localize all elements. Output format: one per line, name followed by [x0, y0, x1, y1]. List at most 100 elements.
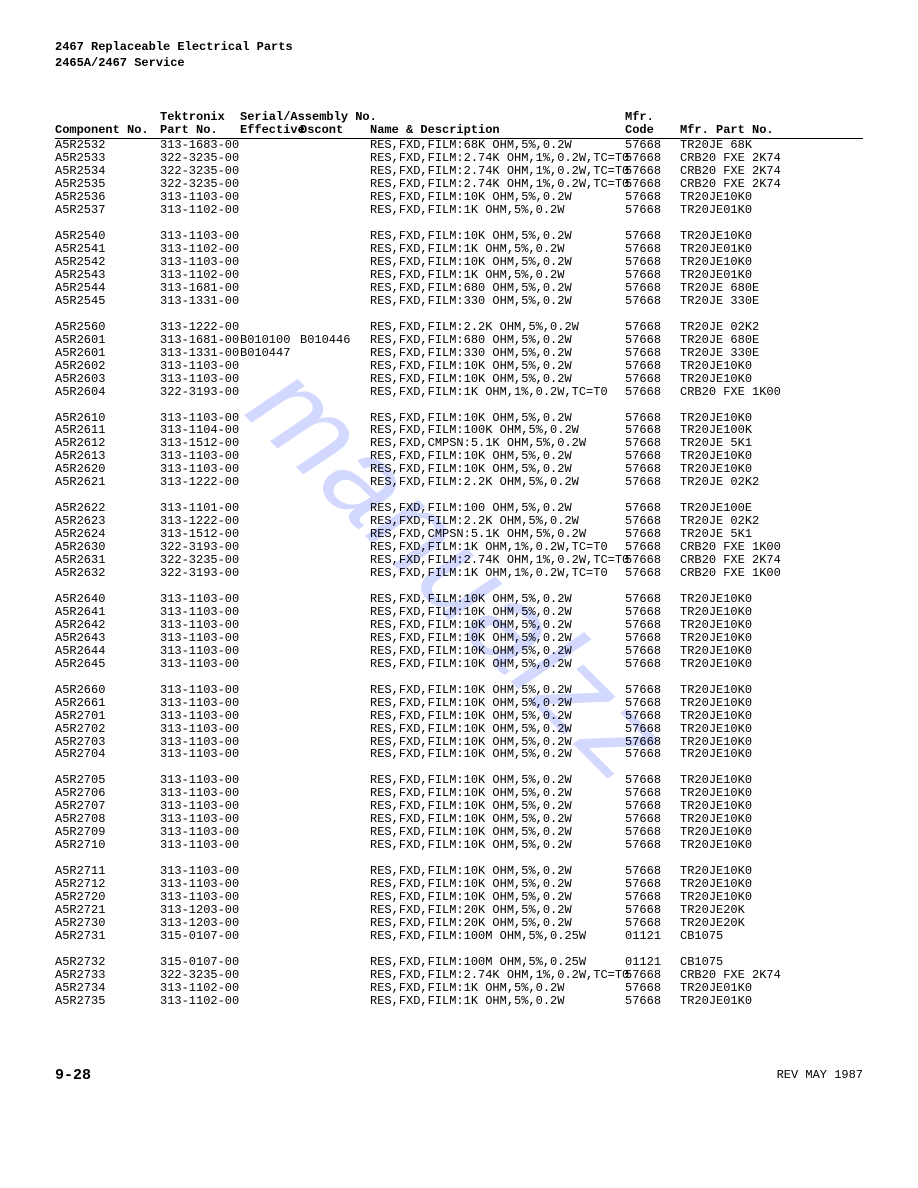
gap-row [55, 943, 863, 956]
serial-dscont [300, 347, 370, 360]
mfr-code: 57668 [625, 295, 680, 308]
serial-dscont [300, 269, 370, 282]
table-row: A5R2642313-1103-00RES,FXD,FILM:10K OHM,5… [55, 619, 863, 632]
header-line-2: 2465A/2467 Service [55, 56, 863, 72]
component-no: A5R2702 [55, 723, 160, 736]
serial-effective [240, 865, 300, 878]
serial-effective [240, 723, 300, 736]
serial-effective [240, 373, 300, 386]
table-row: A5R2735313-1102-00RES,FXD,FILM:1K OHM,5%… [55, 995, 863, 1008]
mfr-code: 57668 [625, 619, 680, 632]
serial-effective [240, 295, 300, 308]
mfr-part-no: TR20JE 330E [680, 347, 863, 360]
col-mfr: Code [625, 124, 680, 139]
component-no: A5R2601 [55, 334, 160, 347]
table-row: A5R2560313-1222-00RES,FXD,FILM:2.2K OHM,… [55, 321, 863, 334]
component-no: A5R2641 [55, 606, 160, 619]
serial-effective [240, 476, 300, 489]
col-comp: Component No. [55, 124, 160, 139]
serial-dscont [300, 567, 370, 580]
serial-effective [240, 269, 300, 282]
serial-effective [240, 230, 300, 243]
mfr-code: 57668 [625, 684, 680, 697]
component-no: A5R2604 [55, 386, 160, 399]
mfr-code: 57668 [625, 969, 680, 982]
mfr-part-no: TR20JE20K [680, 904, 863, 917]
serial-dscont [300, 528, 370, 541]
table-row: A5R2702313-1103-00RES,FXD,FILM:10K OHM,5… [55, 723, 863, 736]
tek-part-no: 313-1681-00 [160, 282, 240, 295]
tek-part-no: 313-1103-00 [160, 697, 240, 710]
table-row: A5R2601313-1331-00B010447RES,FXD,FILM:33… [55, 347, 863, 360]
table-row: A5R2640313-1103-00RES,FXD,FILM:10K OHM,5… [55, 593, 863, 606]
mfr-part-no: TR20JE10K0 [680, 632, 863, 645]
table-row: A5R2710313-1103-00RES,FXD,FILM:10K OHM,5… [55, 839, 863, 852]
table-row: A5R2641313-1103-00RES,FXD,FILM:10K OHM,5… [55, 606, 863, 619]
mfr-part-no: CB1075 [680, 956, 863, 969]
mfr-part-no: TR20JE 680E [680, 334, 863, 347]
tek-part-no: 313-1331-00 [160, 295, 240, 308]
serial-dscont [300, 917, 370, 930]
serial-effective [240, 424, 300, 437]
serial-effective [240, 645, 300, 658]
serial-dscont [300, 152, 370, 165]
name-description: RES,FXD,FILM:1K OHM,1%,0.2W,TC=T0 [370, 386, 625, 399]
serial-effective [240, 437, 300, 450]
mfr-part-no: TR20JE10K0 [680, 697, 863, 710]
name-description: RES,FXD,FILM:680 OHM,5%,0.2W [370, 334, 625, 347]
mfr-part-no: TR20JE10K0 [680, 839, 863, 852]
tek-part-no: 322-3193-00 [160, 567, 240, 580]
serial-dscont [300, 424, 370, 437]
name-description: RES,FXD,FILM:10K OHM,5%,0.2W [370, 710, 625, 723]
serial-dscont [300, 243, 370, 256]
table-row: A5R2733322-3235-00RES,FXD,FILM:2.74K OHM… [55, 969, 863, 982]
serial-effective [240, 606, 300, 619]
col-tek-top: Tektronix [160, 111, 240, 124]
name-description: RES,FXD,FILM:10K OHM,5%,0.2W [370, 593, 625, 606]
mfr-code: 57668 [625, 373, 680, 386]
mfr-code: 57668 [625, 723, 680, 736]
component-no: A5R2560 [55, 321, 160, 334]
mfr-code: 57668 [625, 645, 680, 658]
name-description: RES,FXD,FILM:330 OHM,5%,0.2W [370, 295, 625, 308]
serial-effective [240, 956, 300, 969]
serial-dscont [300, 593, 370, 606]
name-description: RES,FXD,FILM:10K OHM,5%,0.2W [370, 373, 625, 386]
serial-effective [240, 412, 300, 425]
col-comp-top [55, 111, 160, 124]
component-no: A5R2601 [55, 347, 160, 360]
table-row: A5R2660313-1103-00RES,FXD,FILM:10K OHM,5… [55, 684, 863, 697]
tek-part-no: 313-1103-00 [160, 593, 240, 606]
mfr-code: 57668 [625, 710, 680, 723]
component-no: A5R2644 [55, 645, 160, 658]
col-desc-top [370, 111, 625, 124]
mfr-code: 01121 [625, 956, 680, 969]
mfr-part-no: TR20JE10K0 [680, 619, 863, 632]
mfr-part-no: TR20JE01K0 [680, 995, 863, 1008]
mfr-code: 57668 [625, 334, 680, 347]
tek-part-no: 313-1103-00 [160, 839, 240, 852]
serial-dscont [300, 736, 370, 749]
tek-part-no: 313-1222-00 [160, 321, 240, 334]
serial-dscont [300, 437, 370, 450]
serial-effective [240, 917, 300, 930]
serial-effective [240, 178, 300, 191]
serial-dscont [300, 282, 370, 295]
parts-table: Tektronix Serial/Assembly No. Mfr. Compo… [55, 111, 863, 1007]
mfr-code: 57668 [625, 347, 680, 360]
mfr-code: 57668 [625, 748, 680, 761]
serial-effective [240, 554, 300, 567]
component-no: A5R2661 [55, 697, 160, 710]
serial-effective [240, 243, 300, 256]
mfr-code: 57668 [625, 606, 680, 619]
serial-dscont [300, 930, 370, 943]
mfr-code: 57668 [625, 839, 680, 852]
mfr-code: 57668 [625, 995, 680, 1008]
name-description: RES,FXD,FILM:10K OHM,5%,0.2W [370, 632, 625, 645]
serial-effective [240, 191, 300, 204]
name-description: RES,FXD,FILM:1K OHM,5%,0.2W [370, 982, 625, 995]
table-row: A5R2645313-1103-00RES,FXD,FILM:10K OHM,5… [55, 658, 863, 671]
name-description: RES,FXD,FILM:10K OHM,5%,0.2W [370, 697, 625, 710]
serial-dscont [300, 321, 370, 334]
name-description: RES,FXD,FILM:1K OHM,5%,0.2W [370, 204, 625, 217]
